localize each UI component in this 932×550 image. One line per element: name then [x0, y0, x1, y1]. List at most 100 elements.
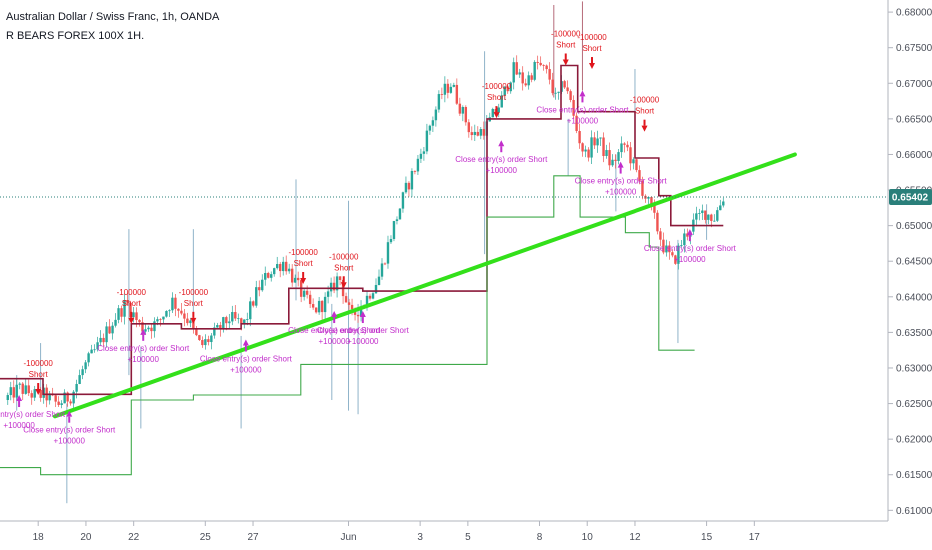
x-tick-label: 20	[80, 532, 92, 543]
chart-title: Australian Dollar / Swiss Franc, 1h, OAN…	[6, 11, 220, 23]
y-tick-label: 0.66500	[896, 114, 932, 125]
y-tick-label: 0.64000	[896, 292, 932, 303]
candle-body	[668, 245, 671, 253]
candle-body	[563, 81, 566, 88]
candle-body	[84, 362, 87, 370]
candle-body	[521, 72, 524, 84]
candle-body	[240, 318, 243, 324]
candle-body	[261, 279, 264, 291]
candle-body	[461, 107, 465, 114]
candle-body	[293, 277, 297, 283]
candle-body	[650, 197, 653, 206]
candle-body	[326, 291, 330, 297]
candle-body	[329, 282, 333, 292]
candle-body	[674, 255, 677, 264]
candle-body	[365, 295, 369, 306]
short-size-label: -100000	[329, 252, 359, 261]
close-label: Close entry(s) order Short	[288, 326, 381, 335]
candle-body	[581, 143, 584, 152]
candle-body	[258, 287, 261, 291]
candle-body	[332, 282, 336, 291]
close-size-label: +100000	[230, 366, 262, 375]
candle-body	[174, 297, 177, 309]
candle-body	[204, 339, 207, 346]
close-size-label: +100000	[347, 337, 379, 346]
y-tick-label: 0.61500	[896, 470, 932, 481]
short-arrow-icon	[562, 59, 569, 66]
candle-body	[90, 349, 93, 354]
candle-body	[536, 61, 539, 63]
candle-body	[671, 252, 674, 256]
candle-body	[138, 320, 141, 323]
candle-body	[548, 69, 551, 80]
candle-body	[629, 147, 632, 164]
candle-body	[9, 387, 12, 396]
close-label: Close entry(s) order Short	[644, 244, 737, 253]
candle-body	[15, 384, 18, 398]
candle-body	[632, 159, 635, 164]
x-tick-label: 27	[247, 532, 259, 543]
candle-body	[605, 150, 608, 156]
y-tick-label: 0.67000	[896, 79, 932, 90]
y-axis-ticks[interactable]: 0.61000 0.61500 0.62000 0.62500 0.63000 0.635…	[888, 8, 932, 517]
short-label: Short	[556, 40, 576, 49]
candle-body	[314, 307, 318, 313]
y-tick-label: 0.63000	[896, 363, 932, 374]
close-label: Close entry(s) order Short	[536, 105, 629, 114]
candle-body	[359, 306, 363, 317]
short-label: Short	[487, 93, 507, 102]
candle-body	[527, 75, 530, 86]
candle-body	[410, 170, 414, 190]
short-label: Short	[184, 299, 204, 308]
candle-body	[117, 308, 120, 320]
plot-area[interactable]	[0, 0, 888, 521]
candle-body	[225, 317, 228, 324]
candle-body	[617, 152, 620, 161]
candle-body	[281, 261, 285, 272]
candle-body	[719, 205, 722, 211]
candle-body	[707, 214, 710, 220]
candle-body	[422, 151, 426, 154]
candle-body	[60, 403, 63, 405]
close-arrow-icon	[617, 161, 624, 168]
candle-body	[72, 391, 75, 404]
candle-body	[132, 312, 135, 318]
x-tick-label: 18	[33, 532, 45, 543]
candle-body	[201, 340, 204, 346]
candle-body	[467, 122, 471, 133]
candle-body	[267, 272, 270, 278]
candle-body	[57, 401, 60, 405]
candle-body	[48, 393, 51, 401]
candle-body	[584, 149, 587, 152]
candle-body	[551, 79, 554, 94]
candle-body	[497, 107, 500, 113]
candle-body	[653, 205, 656, 213]
candle-body	[168, 310, 171, 312]
trendline[interactable]	[52, 152, 797, 419]
candle-body	[473, 131, 477, 136]
short-label: Short	[635, 107, 655, 116]
candle-body	[716, 210, 719, 221]
candle-body	[722, 201, 725, 206]
candle-body	[518, 72, 521, 75]
candle-body	[479, 129, 482, 136]
candle-body	[680, 245, 683, 246]
x-axis-ticks[interactable]: 18 20 22 25 27 Jun 3 5 8 10 12 15 17	[33, 521, 761, 543]
candle-body	[440, 94, 444, 95]
candle-body	[575, 115, 578, 132]
candle-body	[311, 304, 315, 308]
short-size-label: -100000	[117, 288, 147, 297]
candle-body	[338, 276, 342, 280]
candle-body	[641, 180, 644, 196]
candle-body	[180, 310, 183, 314]
current-price-label: 0.65402	[892, 193, 929, 204]
candle-body	[566, 87, 569, 92]
short-size-label: -100000	[630, 96, 660, 105]
candle-body	[608, 150, 611, 166]
candle-body	[704, 210, 707, 220]
candle-body	[147, 327, 150, 330]
candle-body	[593, 137, 596, 146]
candle-body	[198, 335, 201, 341]
